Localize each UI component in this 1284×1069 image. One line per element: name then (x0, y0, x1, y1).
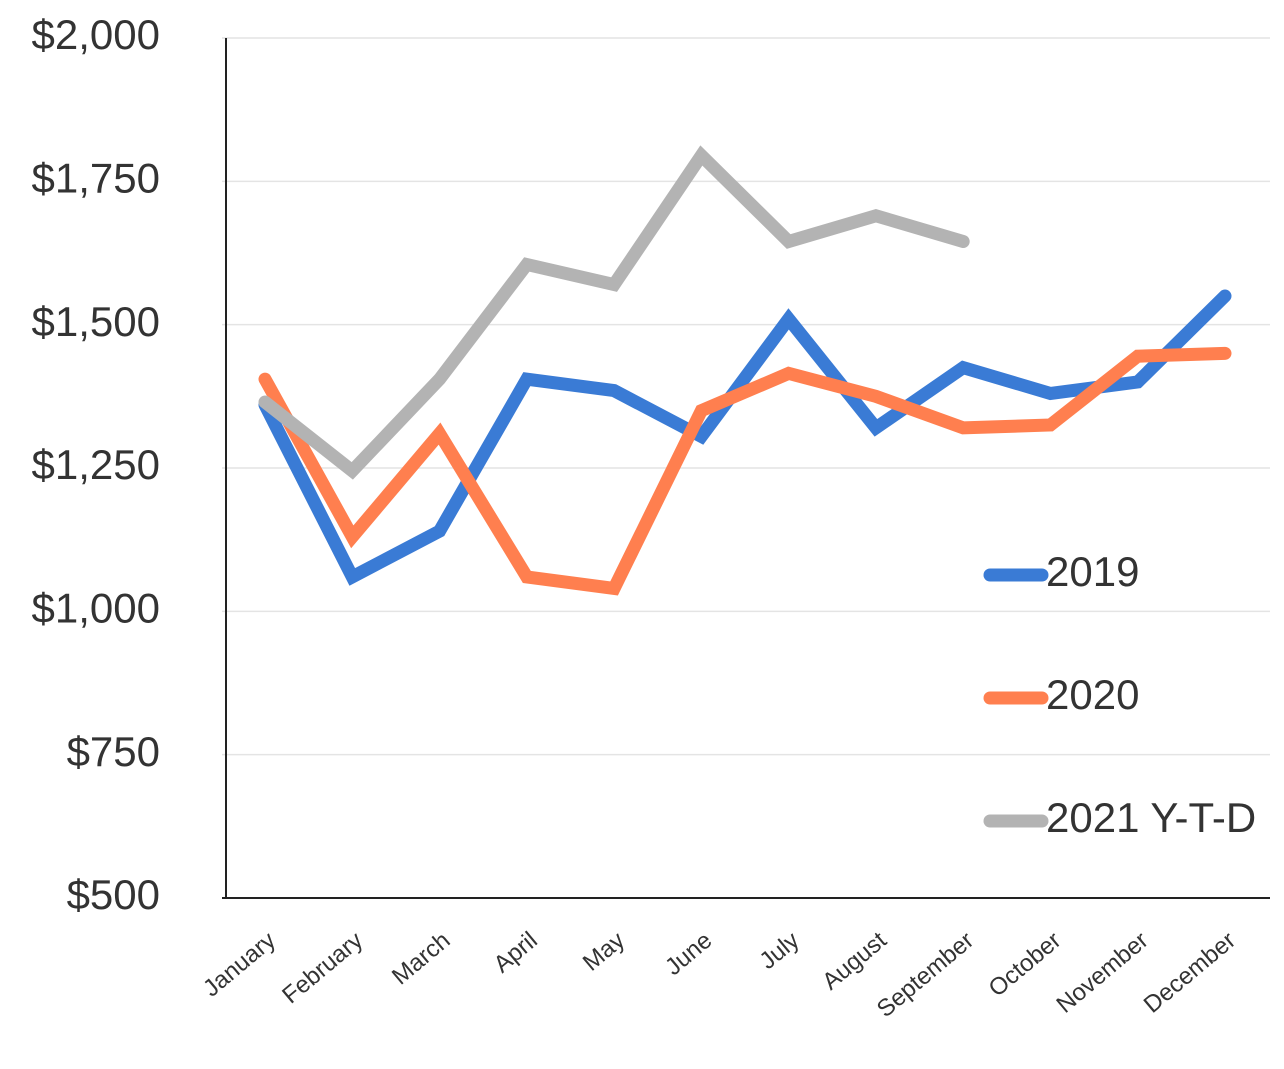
x-tick-label: August (817, 927, 892, 996)
y-tick-label: $750 (67, 728, 160, 775)
x-tick-label: September (872, 927, 979, 1023)
x-tick-label: January (198, 927, 281, 1003)
x-tick-label: April (489, 927, 543, 979)
x-tick-label: February (277, 927, 368, 1009)
x-tick-label: December (1139, 927, 1241, 1019)
y-tick-label: $2,000 (32, 11, 160, 58)
y-tick-label: $500 (67, 871, 160, 918)
x-tick-label: November (1051, 927, 1153, 1019)
y-tick-label: $1,250 (32, 441, 160, 488)
x-tick-label: July (755, 927, 805, 975)
legend-label: 2020 (1046, 671, 1139, 718)
series-line (258, 289, 1232, 586)
x-tick-label: March (387, 927, 455, 991)
x-tick-label: June (660, 927, 717, 981)
x-tick-label: October (984, 927, 1067, 1003)
x-tick-label: May (578, 927, 630, 977)
legend-label: 2019 (1046, 548, 1139, 595)
series-line (258, 346, 1232, 596)
y-tick-label: $1,500 (32, 298, 160, 345)
y-tick-label: $1,000 (32, 584, 160, 631)
series-line (258, 145, 970, 480)
y-tick-label: $1,750 (32, 154, 160, 201)
legend-label: 2021 Y-T-D (1046, 794, 1256, 841)
